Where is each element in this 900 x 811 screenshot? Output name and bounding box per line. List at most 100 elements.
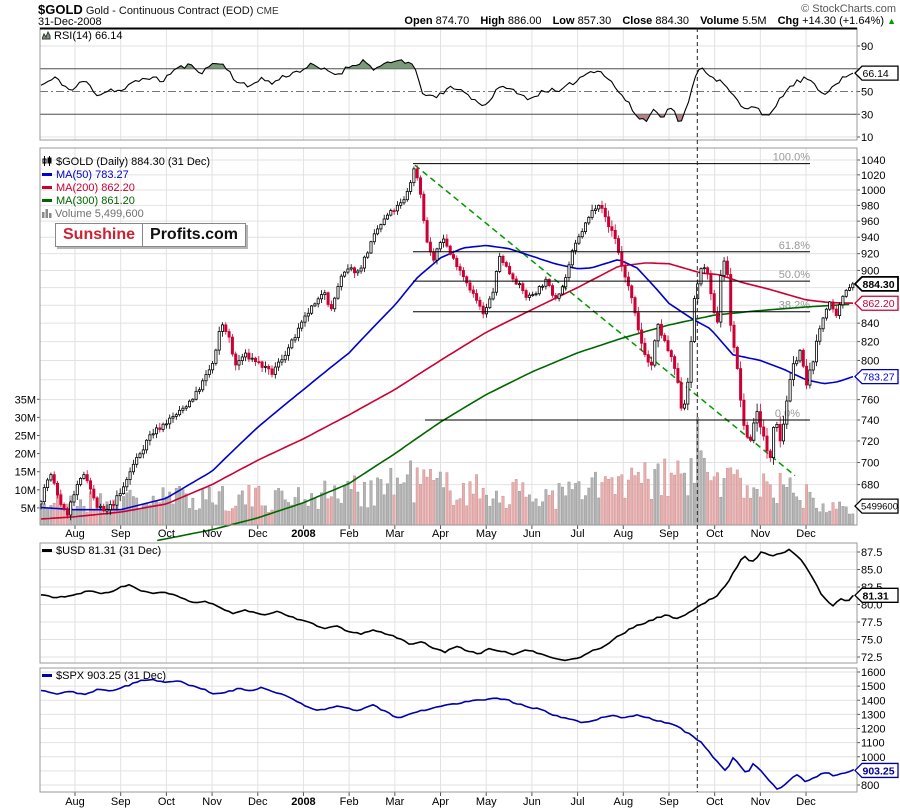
gold-ytick: 920 [861,249,879,261]
x-axis-label: Dec [796,528,816,540]
axis-marker [854,587,899,603]
open-value: 874.70 [435,15,470,27]
x-axis-label: Feb [340,528,359,540]
x-axis-label: Nov [202,796,222,808]
watermark-part2: Profits.com [150,226,239,243]
x-axis-label: Mar [385,796,404,808]
axis-marker [854,295,899,311]
x-axis-label: Jul [571,796,585,808]
open-label: Open [404,15,433,27]
gold-legend-volume: Volume 5,499,600 [42,208,210,221]
usd-legend-label: $USD 81.31 (31 Dec) [56,545,162,557]
rsi-ytick: 90 [861,41,873,53]
watermark-part1: Sunshine [56,224,144,246]
x-axis-label: Nov [202,528,222,540]
axis-marker [854,498,899,514]
axis-marker [853,276,899,292]
gold-ytick: 820 [861,337,879,349]
spx-ytick: 1500 [861,681,885,693]
spx-legend: $SPX 903.25 (31 Dec) [42,670,166,683]
usd-ytick: 85.0 [861,565,882,577]
spx-swatch [42,674,52,677]
up-arrow-icon: ▲ [887,16,896,26]
high-label: High [480,15,505,27]
volume-label: Volume [700,15,740,27]
rsi-ytick: 50 [861,87,873,99]
usd-swatch [42,549,52,552]
volume-ytick: 20M [15,449,36,461]
usd-ytick: 77.5 [861,617,882,629]
spx-ytick: 1100 [861,738,885,750]
gold-ytick: 1000 [861,185,885,197]
x-axis-label: 2008 [291,796,315,808]
spx-ytick: 1600 [861,667,885,679]
gold-ytick: 940 [861,232,879,244]
x-axis-label: Oct [158,796,175,808]
header-row: $GOLD Gold - Continuous Contract (EOD) C… [38,2,279,17]
candlestick-icon [42,156,53,170]
gold-ytick: 900 [861,265,879,277]
x-axis-label: Nov [751,796,771,808]
x-axis-label: Jun [523,796,541,808]
gold-ytick: 700 [861,457,879,469]
x-axis-label: May [476,796,497,808]
exchange-label: CME [256,6,279,17]
x-axis-label: Sep [659,528,679,540]
volume-bars-icon [42,209,52,222]
volume-ytick: 35M [15,394,36,406]
usd-ytick: 87.5 [861,547,882,559]
gold-ytick: 680 [861,480,879,492]
axis-marker-value: 783.27 [863,372,895,384]
x-axis-label: Jul [571,528,585,540]
volume-ytick: 30M [15,412,36,424]
close-label: Close [622,15,653,27]
gold-ytick: 840 [861,318,879,330]
x-axis-label: Dec [248,796,268,808]
gold-ytick: 740 [861,415,879,427]
gold-ytick: 720 [861,436,879,448]
x-axis-label: Mar [385,528,404,540]
spx-ytick: 1300 [861,709,885,721]
gold-legend-label: $GOLD (Daily) 884.30 (31 Dec) [56,156,211,168]
x-axis-label: 2008 [291,528,315,540]
x-axis-label: Apr [432,796,449,808]
x-axis-label: Dec [248,528,268,540]
gold-legend: $GOLD (Daily) 884.30 (31 Dec) MA(50) 783… [42,156,210,221]
usd-legend: $USD 81.31 (31 Dec) [42,545,161,558]
x-axis-label: Oct [158,528,175,540]
high-value: 886.00 [507,15,542,27]
axis-marker [854,65,899,81]
volume-ytick: 5M [21,503,36,515]
spx-ytick: 1400 [861,695,885,707]
rsi-ytick: 10 [861,132,873,144]
low-label: Low [552,15,575,27]
spx-legend-label: $SPX 903.25 (31 Dec) [56,670,167,682]
gold-ytick: 800 [861,355,879,367]
volume-ytick: 15M [15,467,36,479]
low-value: 857.30 [577,15,612,27]
gold-legend-ma300: MA(300) 861.20 [42,195,210,208]
gold-ytick: 1040 [861,155,885,167]
axis-marker-value: 81.31 [863,590,889,602]
gold-legend-ma50: MA(50) 783.27 [42,169,210,182]
ma300-swatch [42,199,52,202]
x-axis-label: Feb [340,796,359,808]
fib-label: 38.2% [779,300,810,312]
volume-ytick: 10M [15,485,36,497]
axis-marker [854,762,899,779]
rsi-legend-label: RSI(14) 66.14 [54,30,123,42]
ma300-label: MA(300) 861.20 [56,195,135,207]
fib-label: 61.8% [779,240,810,252]
x-axis-label: Apr [432,528,449,540]
x-axis-label: Jun [523,528,541,540]
axis-marker-value: 66.14 [863,68,889,80]
usd-ytick: 72.5 [861,652,882,664]
symbol-description: Gold - Continuous Contract (EOD) [85,5,254,17]
x-axis-label: May [476,528,497,540]
chart-date: 31-Dec-2008 [38,16,102,28]
ma50-swatch [42,173,52,176]
usd-ytick: 75.0 [861,635,882,647]
spx-ytick: 800 [861,780,879,792]
